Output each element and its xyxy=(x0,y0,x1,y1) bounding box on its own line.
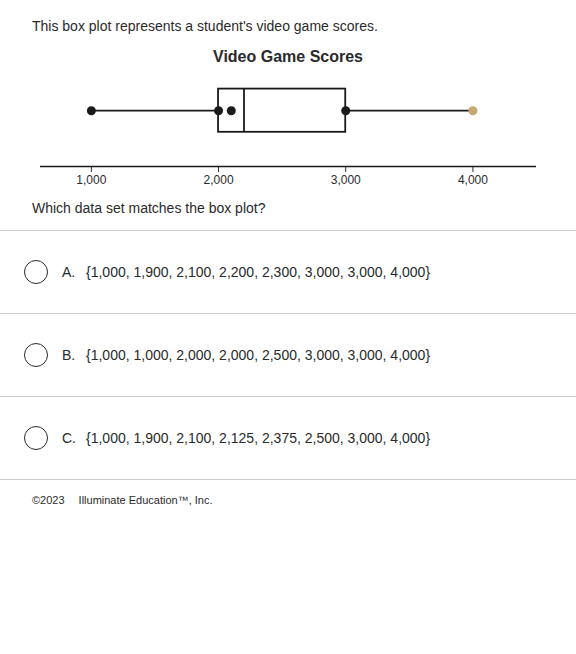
svg-text:3,000: 3,000 xyxy=(331,173,361,187)
html-text:This box plot represents a stu: This box plot represents a student's vid… xyxy=(32,18,378,34)
html-text:C.: C. xyxy=(62,430,76,446)
html-text:{1,000, 1,000, 2,000, 2,000, 2: {1,000, 1,000, 2,000, 2,000, 2,500, 3,00… xyxy=(86,347,431,363)
html-text:©2023: ©2023 xyxy=(32,494,65,506)
html-text:{1,000, 1,900, 2,100, 2,125, 2: {1,000, 1,900, 2,100, 2,125, 2,375, 2,50… xyxy=(86,430,431,446)
svg-text:2,000: 2,000 xyxy=(204,173,234,187)
svg-text:1,000: 1,000 xyxy=(76,173,106,187)
html-text:B.: B. xyxy=(62,347,76,363)
html-text:Illuminate Education™, Inc.: Illuminate Education™, Inc. xyxy=(78,494,213,506)
html-text:Video Game Scores: Video Game Scores xyxy=(213,48,363,65)
html-text:Which data set matches the box: Which data set matches the box plot? xyxy=(32,200,266,216)
svg-text:4,000: 4,000 xyxy=(458,173,488,187)
html-text:A.: A. xyxy=(62,264,76,280)
html-text:{1,000, 1,900, 2,100, 2,200, 2: {1,000, 1,900, 2,100, 2,200, 2,300, 3,00… xyxy=(86,264,431,280)
